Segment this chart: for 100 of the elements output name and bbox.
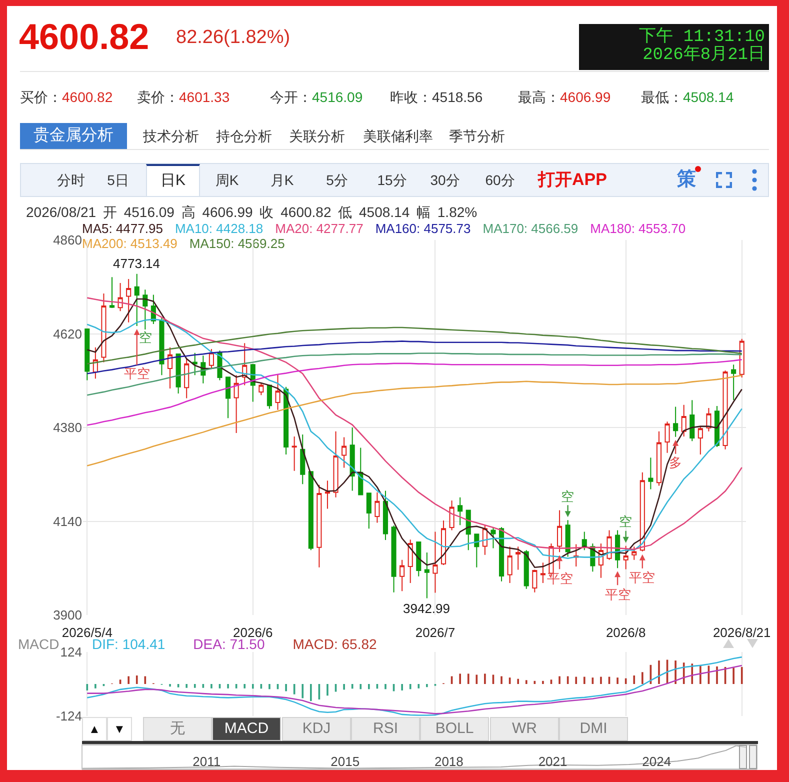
candlestick [366, 492, 372, 530]
line-series [86, 656, 743, 716]
text: MACD: 65.82 [292, 636, 377, 652]
candlestick [490, 526, 496, 549]
text: MA5: 4477.95 [82, 221, 163, 236]
text: MA170: 4566.59 [482, 221, 578, 236]
text: KDJ [282, 717, 351, 741]
text: 打开APP [538, 169, 607, 191]
text: 5日 [106, 171, 130, 189]
text: 5分 [325, 171, 349, 189]
candlestick [184, 358, 190, 399]
text: 60分 [484, 171, 516, 189]
text: 4600.82 [19, 15, 150, 59]
candlestick [333, 430, 338, 498]
candlestick [400, 559, 405, 592]
annotation: 平空 [629, 570, 655, 585]
candlestick [101, 293, 106, 363]
y-tick-label: 3900 [53, 608, 82, 623]
y-tick-label: 4860 [53, 232, 82, 248]
text: 买价：4600.82 [20, 88, 113, 106]
text: 最低：4508.14 [641, 88, 734, 106]
candlestick [258, 382, 264, 396]
candlestick [316, 484, 322, 568]
candlestick [416, 541, 422, 577]
text: 82.26(1.82%) [176, 26, 290, 50]
candlestick [208, 348, 214, 370]
candlestick [226, 376, 231, 419]
candlestick [118, 282, 123, 312]
text: 月K [269, 171, 295, 189]
candlestick [374, 492, 380, 524]
candlestick [109, 276, 115, 308]
candlestick [84, 328, 90, 381]
candlestick [266, 384, 272, 410]
candlestick [722, 370, 728, 450]
candlestick [540, 562, 546, 584]
candlestick [632, 546, 637, 560]
candlestick [167, 346, 173, 389]
candlestick [126, 278, 132, 323]
text: ▲ [82, 717, 107, 741]
candlestick [681, 404, 686, 437]
line-series [86, 359, 743, 426]
candlestick [714, 406, 720, 448]
text: 策 [677, 169, 696, 191]
text: MA20: 4277.77 [275, 221, 364, 236]
candlestick [690, 400, 695, 442]
text: DMI [559, 717, 628, 741]
line-series [86, 352, 743, 396]
text: 周K [214, 171, 240, 189]
x-tick-label: 2011 [192, 754, 221, 769]
candlestick [300, 434, 306, 485]
x-tick-label: 2021 [538, 754, 568, 769]
candlestick [391, 525, 396, 593]
chart-title: 2026/08/21 开 4516.09 高 4606.99 收 4600.82 低 4508.14 幅 1.82% [26, 204, 478, 220]
candlestick [449, 500, 454, 531]
annotation: 4773.14 [113, 256, 160, 271]
text: 技术分析 [143, 127, 199, 145]
candlestick [324, 480, 330, 510]
candlestick [656, 430, 662, 486]
candlestick [292, 436, 297, 472]
candlestick [284, 386, 289, 455]
text: MA200: 4513.49 [82, 236, 178, 251]
text: MA160: 4575.73 [375, 221, 471, 236]
candlestick [358, 447, 364, 496]
text: 15分 [376, 171, 408, 189]
candlestick [234, 374, 239, 434]
text: 持仓分析 [216, 127, 272, 145]
annotation: 多 [669, 455, 682, 470]
annotation: 平空 [547, 571, 573, 586]
candlestick [498, 526, 504, 582]
text: MACD [212, 717, 281, 741]
candlestick [159, 317, 164, 376]
text: 关联分析 [289, 127, 345, 145]
text: ▼ [107, 717, 132, 741]
candlestick [275, 374, 280, 410]
y-tick-label: -124 [56, 708, 82, 724]
text: 无 [143, 717, 212, 741]
candlestick [432, 531, 438, 594]
x-tick-label: 2026/7 [415, 625, 456, 640]
candlestick [308, 471, 314, 551]
text: 分时 [56, 171, 86, 189]
candlestick [382, 490, 388, 540]
text: 日K [146, 164, 200, 196]
candlestick [142, 289, 148, 330]
candlestick [92, 346, 98, 380]
chart-title: MACD [18, 636, 60, 652]
annotation: 平空 [124, 366, 150, 381]
candlestick [474, 534, 480, 568]
line-series [86, 664, 743, 714]
x-tick-label: 2026/8/21 [712, 625, 771, 640]
candlestick [458, 496, 463, 526]
annotation: 3942.99 [403, 601, 450, 616]
candlestick [706, 407, 712, 432]
text: 季节分析 [449, 127, 505, 145]
text: 贵金属分析 [20, 123, 127, 149]
x-tick-label: 2015 [330, 754, 360, 769]
text: WR [490, 717, 559, 741]
candlestick [524, 550, 529, 590]
annotation: 空 [139, 330, 152, 345]
candlestick [507, 546, 512, 584]
candlestick [440, 520, 446, 566]
